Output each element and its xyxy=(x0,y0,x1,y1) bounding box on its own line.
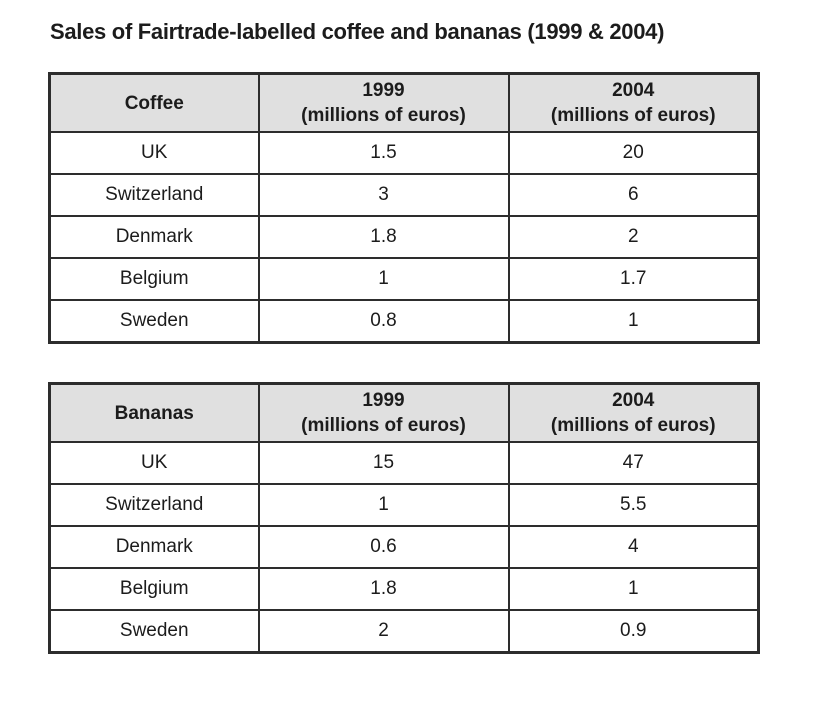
year-label: 2004 xyxy=(612,390,655,411)
table-row: Denmark 0.6 4 xyxy=(48,525,760,569)
value-cell-2004: 5.5 xyxy=(507,483,760,527)
bananas-category-header: Bananas xyxy=(48,382,260,443)
value-cell-2004: 1.7 xyxy=(507,257,760,301)
table-row: UK 15 47 xyxy=(48,441,760,485)
unit-label: (millions of euros) xyxy=(550,105,716,126)
table-row: Belgium 1 1.7 xyxy=(48,257,760,301)
coffee-1999-header: 1999 (millions of euros) xyxy=(257,72,510,133)
coffee-header-row: Coffee 1999 (millions of euros) 2004 (mi… xyxy=(48,72,760,133)
table-row: UK 1.5 20 xyxy=(48,131,760,175)
year-label: 1999 xyxy=(362,80,405,101)
country-cell: Sweden xyxy=(48,299,260,344)
value-cell-2004: 20 xyxy=(507,131,760,175)
value-cell-1999: 1 xyxy=(257,483,510,527)
coffee-table: Coffee 1999 (millions of euros) 2004 (mi… xyxy=(48,72,760,344)
value-cell-1999: 0.6 xyxy=(257,525,510,569)
bananas-header-row: Bananas 1999 (millions of euros) 2004 (m… xyxy=(48,382,760,443)
country-cell: Belgium xyxy=(48,257,260,301)
value-cell-1999: 1.8 xyxy=(257,215,510,259)
country-cell: Denmark xyxy=(48,215,260,259)
bananas-2004-header: 2004 (millions of euros) xyxy=(507,382,760,443)
value-cell-1999: 0.8 xyxy=(257,299,510,344)
table-row: Switzerland 1 5.5 xyxy=(48,483,760,527)
table-row: Sweden 2 0.9 xyxy=(48,609,760,654)
page-title: Sales of Fairtrade-labelled coffee and b… xyxy=(50,19,665,44)
value-cell-2004: 47 xyxy=(507,441,760,485)
value-cell-2004: 6 xyxy=(507,173,760,217)
coffee-category-header: Coffee xyxy=(48,72,260,133)
country-cell: Denmark xyxy=(48,525,260,569)
country-cell: Belgium xyxy=(48,567,260,611)
bananas-1999-header: 1999 (millions of euros) xyxy=(257,382,510,443)
value-cell-1999: 1 xyxy=(257,257,510,301)
value-cell-1999: 2 xyxy=(257,609,510,654)
table-row: Switzerland 3 6 xyxy=(48,173,760,217)
country-cell: Switzerland xyxy=(48,173,260,217)
unit-label: (millions of euros) xyxy=(550,415,716,436)
value-cell-1999: 1.8 xyxy=(257,567,510,611)
unit-label: (millions of euros) xyxy=(301,415,466,436)
country-cell: Sweden xyxy=(48,609,260,654)
year-label: 2004 xyxy=(612,80,655,101)
value-cell-2004: 4 xyxy=(507,525,760,569)
bananas-table: Bananas 1999 (millions of euros) 2004 (m… xyxy=(48,382,760,654)
value-cell-2004: 1 xyxy=(507,299,760,344)
year-label: 1999 xyxy=(362,390,405,411)
value-cell-2004: 1 xyxy=(507,567,760,611)
table-row: Denmark 1.8 2 xyxy=(48,215,760,259)
country-cell: UK xyxy=(48,131,260,175)
unit-label: (millions of euros) xyxy=(301,105,466,126)
value-cell-2004: 2 xyxy=(507,215,760,259)
country-cell: Switzerland xyxy=(48,483,260,527)
value-cell-2004: 0.9 xyxy=(507,609,760,654)
value-cell-1999: 15 xyxy=(257,441,510,485)
table-row: Sweden 0.8 1 xyxy=(48,299,760,344)
value-cell-1999: 1.5 xyxy=(257,131,510,175)
country-cell: UK xyxy=(48,441,260,485)
value-cell-1999: 3 xyxy=(257,173,510,217)
coffee-2004-header: 2004 (millions of euros) xyxy=(507,72,760,133)
table-row: Belgium 1.8 1 xyxy=(48,567,760,611)
